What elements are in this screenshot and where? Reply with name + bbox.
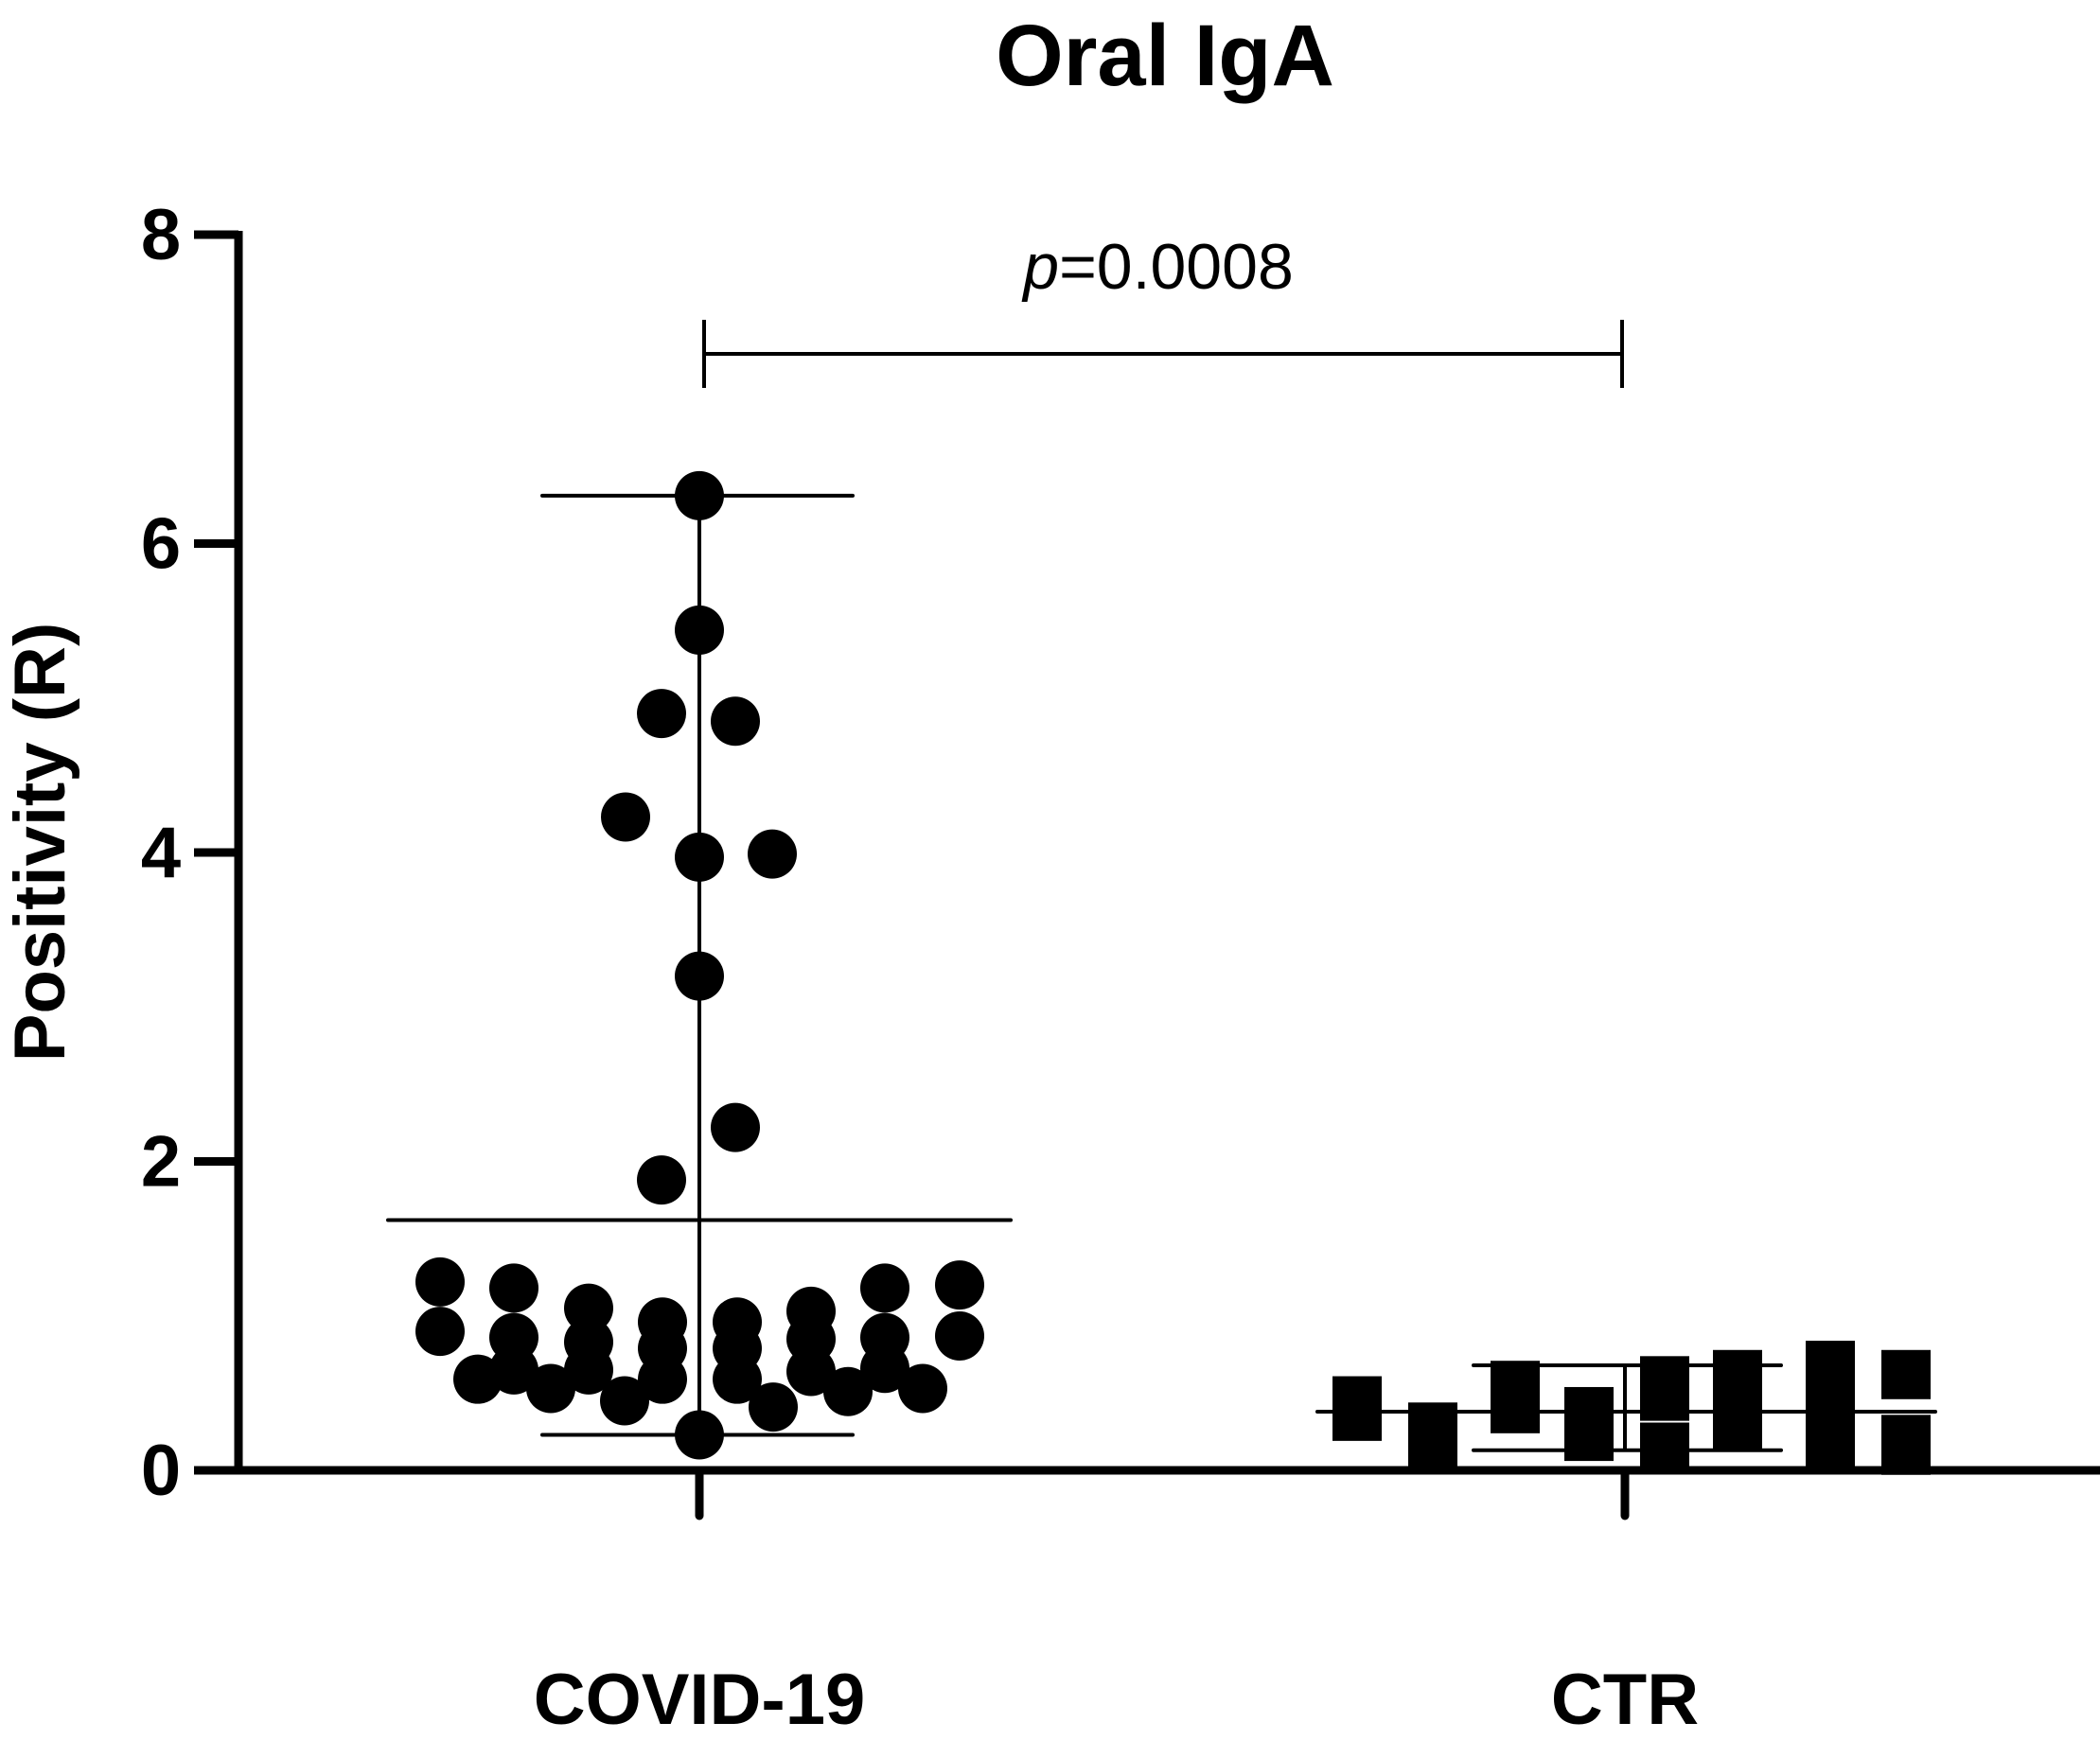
data-point-covid	[935, 1310, 984, 1361]
data-point-covid	[637, 1155, 686, 1205]
data-point-covid	[564, 1345, 613, 1395]
data-point-covid	[489, 1345, 538, 1395]
y-tick-label: 8	[141, 195, 181, 275]
data-point-ctr	[1713, 1349, 1762, 1399]
data-point-covid	[600, 1376, 649, 1426]
p-value-label: p=0.0008	[1021, 231, 1294, 303]
data-point-covid	[415, 1257, 465, 1307]
data-point-covid	[711, 696, 760, 747]
data-point-covid	[675, 1410, 724, 1460]
significance-bracket: p=0.0008	[702, 231, 1624, 388]
data-point-covid	[564, 1283, 613, 1333]
data-point-covid	[711, 1102, 760, 1152]
y-tick-label: 4	[141, 813, 181, 893]
data-point-covid	[415, 1307, 465, 1357]
data-point-covid	[860, 1344, 909, 1394]
data-point-covid	[675, 951, 724, 1001]
chart-title: Oral IgA	[996, 8, 1334, 104]
data-point-covid	[786, 1346, 836, 1397]
data-point-covid	[675, 470, 724, 520]
data-point-covid	[749, 1382, 798, 1432]
data-point-covid	[601, 792, 650, 842]
data-point-ctr	[1332, 1391, 1382, 1441]
x-tick-label-covid: COVID-19	[534, 1660, 866, 1740]
data-point-covid	[675, 832, 724, 882]
data-point-ctr	[1806, 1383, 1855, 1433]
data-point-ctr	[1881, 1349, 1931, 1399]
data-point-ctr	[1806, 1340, 1855, 1390]
data-point-ctr	[1713, 1399, 1762, 1450]
data-point-ctr	[1640, 1422, 1689, 1472]
data-point-covid	[526, 1363, 575, 1414]
data-point-covid	[675, 605, 724, 655]
data-point-covid	[935, 1260, 984, 1310]
data-point-covid	[638, 1354, 687, 1404]
data-point-covid	[713, 1354, 762, 1404]
y-tick-label: 2	[141, 1122, 181, 1203]
data-point-covid	[748, 829, 797, 879]
data-point-covid	[898, 1363, 947, 1414]
data-point-covid	[823, 1366, 873, 1416]
data-point-covid	[489, 1263, 538, 1313]
data-point-ctr	[1491, 1383, 1540, 1433]
x-tick-label-ctr: CTR	[1551, 1660, 1699, 1740]
data-point-ctr	[1564, 1399, 1614, 1450]
y-tick-label: 0	[141, 1431, 181, 1511]
data-point-covid	[637, 689, 686, 739]
data-point-ctr	[1881, 1425, 1931, 1475]
y-axis-label: Positivity (R)	[0, 623, 80, 1063]
y-tick-label: 6	[141, 504, 181, 585]
data-point-covid	[860, 1263, 909, 1313]
